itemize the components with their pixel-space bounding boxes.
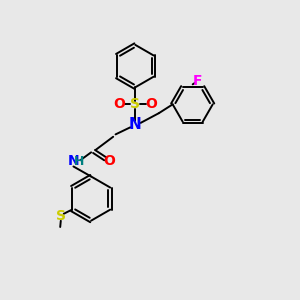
Text: N: N (129, 118, 142, 133)
Text: N: N (68, 154, 79, 168)
Text: O: O (103, 154, 115, 168)
Text: O: O (113, 98, 125, 111)
Text: S: S (56, 209, 66, 223)
Text: O: O (146, 98, 158, 111)
Text: S: S (130, 98, 140, 111)
Text: H: H (74, 155, 85, 168)
Text: F: F (192, 74, 202, 88)
